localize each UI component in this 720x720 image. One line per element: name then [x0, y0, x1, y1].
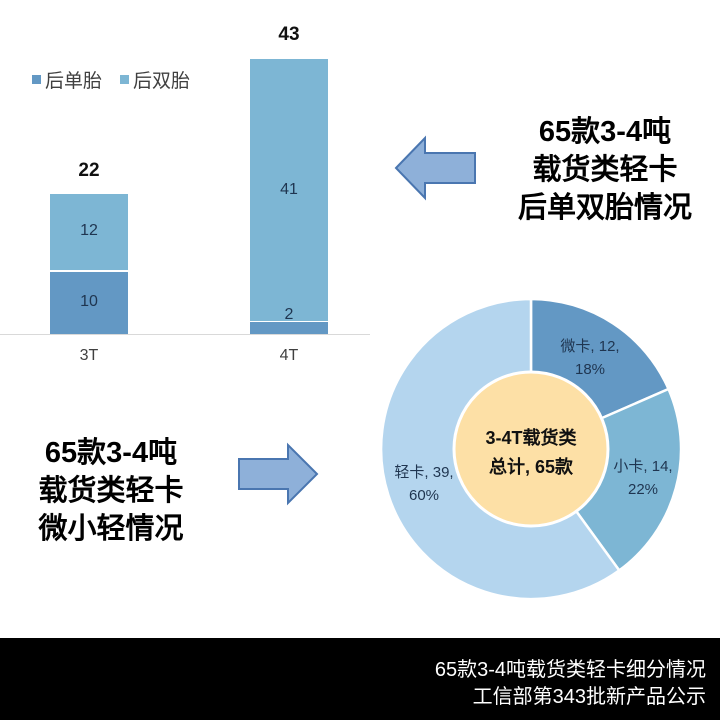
x-label-4t: 4T: [279, 347, 299, 364]
bar-3t-single-label: 10: [80, 293, 98, 310]
donut-label-light-line1: 轻卡, 39,: [394, 464, 454, 481]
legend-label-single: 后单胎: [45, 71, 103, 92]
donut-label-micro-line1: 微卡, 12,: [560, 338, 620, 355]
arrow-left-icon: [394, 135, 476, 201]
bar-legend: 后单胎 后双胎: [32, 66, 190, 93]
x-axis-line: [0, 334, 370, 335]
annotation-top-line3: 后单双胎情况: [517, 192, 692, 224]
bar-4t-single: 2: [250, 306, 328, 334]
arrow-right-icon: [238, 442, 319, 506]
donut-chart: [379, 297, 683, 601]
bar-total-3t: 22: [78, 160, 100, 181]
legend-label-double: 后双胎: [133, 71, 191, 92]
donut-label-small-line1: 小卡, 14,: [613, 458, 673, 475]
annotation-bottom-line3: 微小轻情况: [38, 513, 184, 545]
donut-label-small: 小卡, 14, 22%: [603, 455, 683, 501]
donut-center-line1: 3-4T载货类: [485, 428, 577, 448]
bar-3t-single: 10: [50, 272, 128, 334]
bar-4t-single-label: 2: [284, 306, 294, 323]
bar-4t-double: 41: [250, 59, 328, 321]
footer-line2: 工信部第343批新产品公示: [472, 686, 706, 708]
legend-item-double: 后双胎: [120, 66, 190, 93]
bar-total-4t: 43: [278, 24, 300, 45]
annotation-top-line1: 65款3-4吨: [538, 116, 672, 148]
footer-banner: 65款3-4吨载货类轻卡细分情况 工信部第343批新产品公示: [0, 638, 720, 720]
donut-label-small-line2: 22%: [627, 481, 659, 498]
bar-3t-double-label: 12: [80, 222, 98, 239]
donut-label-micro: 微卡, 12, 18%: [540, 335, 640, 381]
donut-center: [452, 370, 610, 528]
donut-label-light: 轻卡, 39, 60%: [384, 461, 464, 507]
footer-line1: 65款3-4吨载货类轻卡细分情况: [434, 659, 706, 681]
annotation-top: 65款3-4吨 载货类轻卡 后单双胎情况: [490, 113, 720, 227]
legend-item-single: 后单胎: [32, 66, 102, 93]
donut-center-line2: 总计, 65款: [488, 457, 574, 477]
annotation-bottom-line1: 65款3-4吨: [44, 437, 178, 469]
bar-4t-double-label: 41: [280, 181, 298, 198]
donut-label-light-line2: 60%: [408, 487, 440, 504]
legend-swatch-double: [120, 75, 130, 84]
legend-swatch-single: [32, 75, 41, 84]
annotation-bottom-line2: 载货类轻卡: [38, 475, 184, 507]
donut-center-text: 3-4T载货类 总计, 65款: [456, 424, 606, 482]
annotation-top-line2: 载货类轻卡: [532, 154, 678, 186]
annotation-bottom: 65款3-4吨 载货类轻卡 微小轻情况: [0, 434, 222, 548]
bar-3t-double: 12: [50, 194, 128, 270]
x-label-3t: 3T: [79, 347, 99, 364]
donut-label-micro-line2: 18%: [574, 361, 606, 378]
